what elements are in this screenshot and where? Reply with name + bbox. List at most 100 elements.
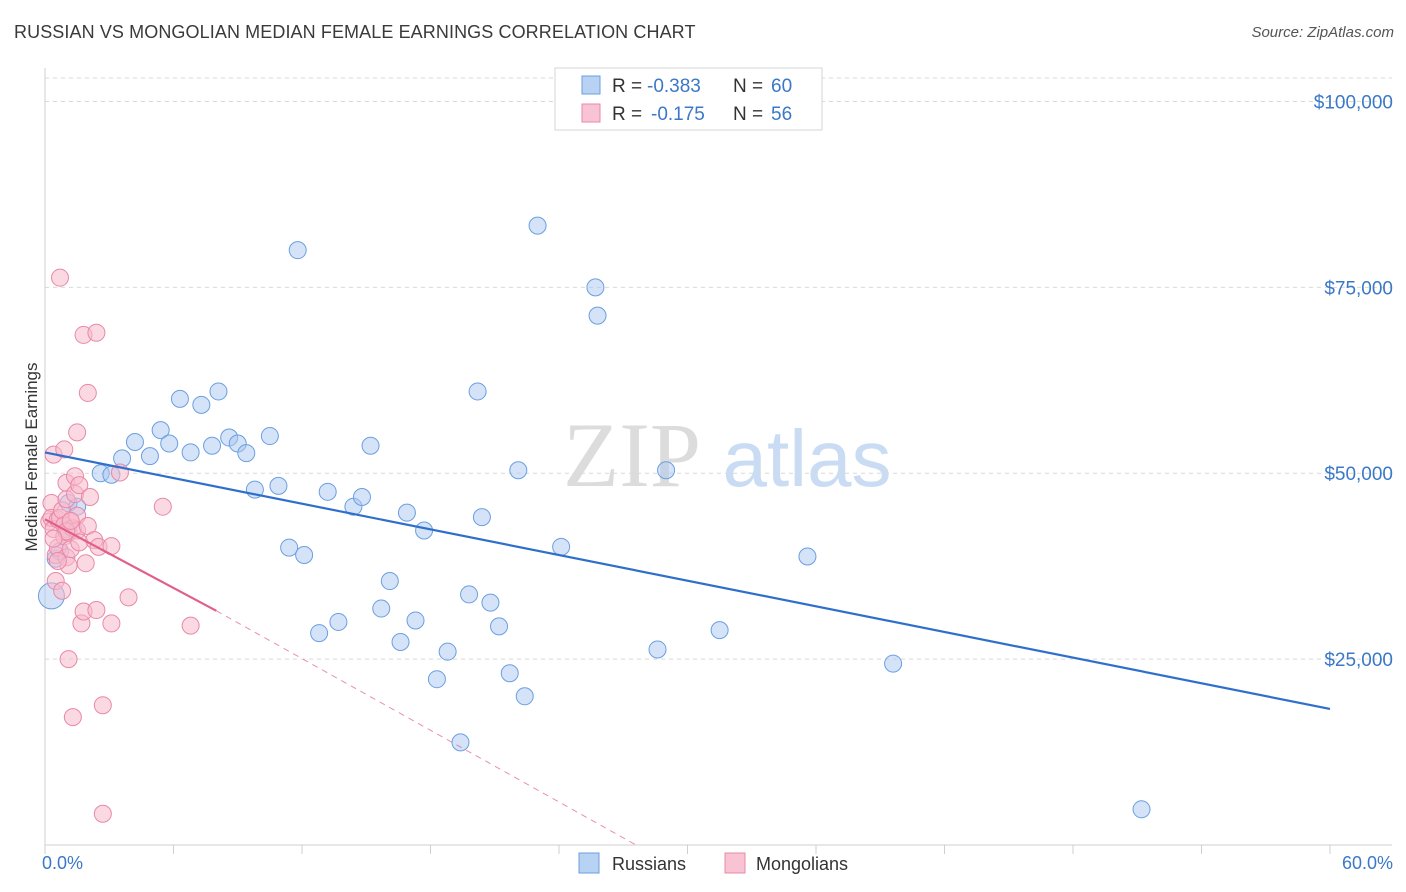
mongolians-point (68, 423, 87, 442)
russians-point (552, 537, 571, 556)
russians-point (438, 642, 457, 661)
watermark-atlas: atlas (723, 414, 892, 503)
russians-point (648, 640, 667, 659)
y-tick-label: $25,000 (1324, 650, 1393, 671)
chart-title: RUSSIAN VS MONGOLIAN MEDIAN FEMALE EARNI… (14, 22, 696, 42)
gridlines (45, 77, 1392, 660)
russians-point (372, 599, 391, 618)
russians-point (528, 216, 547, 235)
legend-n-label-russians: N = (733, 76, 763, 97)
mongolians-point (48, 551, 67, 570)
russians-point (710, 621, 729, 640)
russians-point (295, 546, 314, 565)
mongolians-point (44, 529, 63, 548)
mongolians-point (153, 497, 172, 516)
legend-n-value-russians: 60 (771, 76, 792, 97)
watermark: ZIP atlas (563, 404, 891, 506)
mongolians-point (61, 511, 80, 530)
russians-point (288, 241, 307, 260)
russians-point (884, 654, 903, 673)
bottom-legend-swatch-mongolians (724, 852, 746, 874)
russians-point (397, 503, 416, 522)
source-label: Source: ZipAtlas.com (1251, 24, 1394, 41)
mongolians-point (63, 708, 82, 727)
bottom-legend-label-russians: Russians (612, 854, 686, 874)
x-tick-labels: 0.0% 60.0% (42, 853, 1393, 873)
russians-point (280, 538, 299, 557)
y-tick-labels: $25,000 $50,000 $75,000 $100,000 (1314, 92, 1393, 671)
russians-point (269, 476, 288, 495)
mongolians-point (55, 440, 74, 459)
russians-point (460, 585, 479, 604)
mongolians-point (102, 614, 121, 633)
russians-point (500, 664, 519, 683)
russians-point (406, 611, 425, 630)
russians-point (427, 670, 446, 689)
russians-point (361, 436, 380, 455)
russians-point (798, 547, 817, 566)
y-tick-label: $50,000 (1324, 464, 1393, 485)
legend-r-value-mongolians: -0.175 (651, 104, 705, 125)
russians-point (451, 733, 470, 752)
watermark-zip: ZIP (563, 404, 701, 506)
russians-point (329, 612, 348, 631)
x-tick-label-start: 0.0% (42, 853, 83, 873)
series-mongolians (40, 268, 200, 823)
russians-point (125, 433, 144, 452)
russians-point (352, 488, 371, 507)
russians-point (468, 382, 487, 401)
russians-point (260, 427, 279, 446)
russians-point (391, 633, 410, 652)
mongolians-point (87, 601, 106, 620)
y-axis-label: Median Female Earnings (22, 363, 41, 552)
russians-point (192, 395, 211, 414)
legend-swatch-mongolians (581, 103, 601, 123)
mongolians-point (50, 268, 69, 287)
russians-point (481, 593, 500, 612)
mongolians-trend-line (44, 518, 217, 612)
legend-n-label-mongolians: N = (733, 104, 763, 125)
russians-point (310, 624, 329, 643)
russians-point (472, 508, 491, 527)
mongolians-point (181, 616, 200, 635)
legend-swatch-russians (581, 75, 601, 95)
mongolians-point (80, 488, 99, 507)
russians-point (509, 461, 528, 480)
russians-point (586, 278, 605, 297)
mongolians-point (59, 650, 78, 669)
legend-r-value-russians: -0.383 (647, 76, 701, 97)
russians-point (588, 306, 607, 325)
russians-point (237, 444, 256, 463)
mongolians-trend-extension (216, 610, 637, 846)
russians-trend-line (44, 451, 1331, 711)
russians-point (203, 436, 222, 455)
mongolians-point (93, 804, 112, 823)
mongolians-point (53, 581, 72, 600)
y-tick-label: $75,000 (1324, 278, 1393, 299)
mongolians-point (76, 554, 95, 573)
mongolians-point (119, 588, 138, 607)
russians-point (181, 443, 200, 462)
russians-point (1132, 800, 1151, 819)
legend-n-value-mongolians: 56 (771, 104, 792, 125)
russians-point (657, 461, 676, 480)
russians-point (490, 617, 509, 636)
bottom-legend: Russians Mongolians (578, 852, 848, 874)
y-tick-label: $100,000 (1314, 92, 1393, 113)
mongolians-point (87, 323, 106, 342)
x-tick-label-end: 60.0% (1342, 853, 1393, 873)
trend-lines (44, 451, 1331, 846)
russians-point (151, 421, 170, 440)
russians-point (209, 382, 228, 401)
mongolians-point (93, 696, 112, 715)
legend-r-label-russians: R = (612, 76, 642, 97)
russians-point (380, 572, 399, 591)
mongolians-point (78, 383, 97, 402)
russians-point (170, 389, 189, 408)
russians-point (140, 447, 159, 466)
bottom-legend-label-mongolians: Mongolians (756, 854, 848, 874)
mongolians-point (70, 476, 89, 495)
russians-point (515, 687, 534, 706)
russians-point (415, 521, 434, 540)
russians-point (318, 482, 337, 501)
